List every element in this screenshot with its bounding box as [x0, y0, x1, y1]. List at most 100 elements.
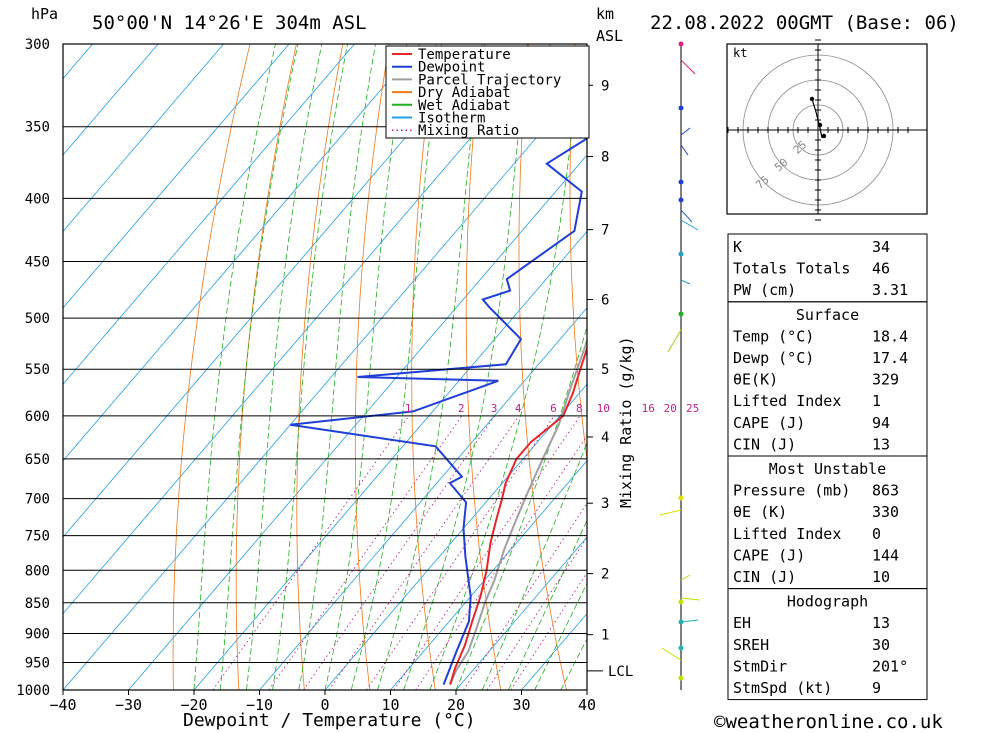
wind-barb	[680, 279, 691, 285]
hodograph-section-row-label: SREH	[733, 636, 769, 654]
x-tick-label: −30	[115, 696, 142, 714]
surface-section-row-label: Temp (°C)	[733, 327, 814, 345]
wind-barb	[680, 144, 689, 156]
isotherm-line	[128, 154, 587, 690]
index-value: 46	[872, 260, 890, 278]
legend-label: Parcel Trajectory	[418, 72, 561, 88]
legend-label: Mixing Ratio	[418, 123, 519, 139]
x-tick-label: 10	[381, 696, 399, 714]
km-tick-label: 1	[601, 628, 609, 644]
hodograph-section-row-label: EH	[733, 614, 751, 632]
legend-label: Isotherm	[418, 111, 485, 127]
dry-adiabat-line	[569, 44, 587, 462]
mixing-ratio-label: 16	[642, 402, 655, 415]
wind-barb	[667, 329, 682, 353]
mixing-ratio-line	[268, 415, 463, 690]
legend-label: Dry Adiabat	[418, 85, 511, 101]
surface-section-row-value: 13	[872, 435, 890, 453]
lcl-label: LCL	[608, 664, 633, 680]
surface-section-row-value: 94	[872, 414, 890, 432]
index-label: K	[733, 238, 742, 256]
hodograph-point	[817, 122, 823, 128]
pressure-tick-label: 350	[25, 120, 50, 136]
isotherm-line	[324, 383, 587, 690]
hodograph-section-row-value: 13	[872, 614, 890, 632]
profile-lines	[290, 137, 587, 685]
mixing-ratio-label: 6	[550, 402, 557, 415]
wind-level-dot	[678, 251, 684, 257]
mixing-ratio-line	[303, 415, 496, 690]
index-label: PW (cm)	[733, 281, 796, 299]
isotherm-line	[63, 44, 290, 309]
hodograph-unit: kt	[733, 46, 747, 60]
wind-barb	[661, 647, 682, 661]
pressure-tick-label: 750	[25, 529, 50, 545]
wind-barb	[680, 209, 693, 223]
wet-adiabat-line	[350, 44, 442, 690]
mixing-ratio-label: 3	[491, 402, 498, 415]
wet-adiabat-line	[272, 44, 348, 690]
wind-level-dot	[678, 197, 684, 203]
dry-adiabat-line	[946, 44, 1000, 690]
dry-adiabat-line	[993, 44, 1000, 690]
pressure-tick-label: 800	[25, 563, 50, 579]
pressure-tick-label: 450	[25, 255, 50, 271]
mixing-ratio-label: 20	[664, 402, 677, 415]
mixing-ratio-line	[212, 415, 410, 690]
wet-adiabat-line	[219, 44, 299, 690]
km-tick-label: 3	[601, 496, 609, 512]
most-unstable-section-row-value: 10	[872, 568, 890, 586]
hodograph-section-row-value: 9	[872, 679, 881, 697]
legend-label: Temperature	[418, 47, 511, 63]
wind-barb	[680, 597, 701, 601]
mixing-ratio-label: 1	[405, 402, 412, 415]
isotherm-line	[0, 44, 27, 690]
pressure-tick-label: 600	[25, 409, 50, 425]
most-unstable-section-row-label: CIN (J)	[733, 568, 796, 586]
most-unstable-section-row-value: 863	[872, 482, 899, 500]
mixing-ratio-label: 2	[458, 402, 465, 415]
pressure-tick-label: 650	[25, 452, 50, 468]
mixing-ratio-axis-label: Mixing Ratio (g/kg)	[617, 336, 635, 508]
mixing-ratio-label: 25	[686, 402, 699, 415]
pressure-tick-label: 950	[25, 655, 50, 671]
wet-adiabat-line	[193, 44, 276, 690]
pressure-tick-label: 700	[25, 492, 50, 508]
km-tick-label: 5	[601, 362, 609, 378]
hodograph-point	[821, 133, 827, 139]
x-tick-label: 40	[578, 696, 596, 714]
datetime-title: 22.08.2022 00GMT (Base: 06)	[650, 12, 959, 34]
wind-level-dot	[678, 41, 684, 47]
surface-section-row-value: 17.4	[872, 349, 908, 367]
plot-frame	[62, 43, 588, 691]
isotherm-line	[63, 44, 355, 385]
wind-barb	[680, 219, 699, 231]
mixing-ratio-line	[328, 415, 520, 690]
axes: 3003504004505005506006507007508008509009…	[16, 37, 633, 714]
mixing-ratio-label: 10	[597, 402, 610, 415]
km-tick-label: 4	[601, 430, 609, 446]
hodograph-point	[809, 96, 815, 102]
mixing-ratio-line	[366, 415, 555, 690]
km-tick-label: 8	[601, 150, 609, 166]
pressure-tick-label: 1000	[16, 683, 50, 699]
x-tick-label: 30	[512, 696, 530, 714]
x-tick-label: −20	[180, 696, 207, 714]
most-unstable-section-row-value: 144	[872, 546, 899, 564]
wind-level-dot	[678, 105, 684, 111]
hodograph-section-title: Hodograph	[787, 593, 868, 611]
wet-adiabat-line	[429, 44, 582, 690]
wet-adiabat-line	[508, 519, 587, 690]
mixing-ratio-label: 4	[515, 402, 522, 415]
km-tick-label: 2	[601, 567, 609, 583]
x-axis-label: Dewpoint / Temperature (°C)	[183, 710, 476, 731]
profile-parcel-trajectory	[449, 337, 587, 685]
wind-level-dot	[678, 645, 684, 651]
dry-adiabat-line	[518, 44, 567, 690]
wet-adiabat-line	[534, 582, 587, 690]
pressure-tick-label: 500	[25, 311, 50, 327]
profile-dewpoint	[290, 137, 587, 685]
x-tick-label: −40	[49, 696, 76, 714]
pressure-tick-label: 850	[25, 596, 50, 612]
